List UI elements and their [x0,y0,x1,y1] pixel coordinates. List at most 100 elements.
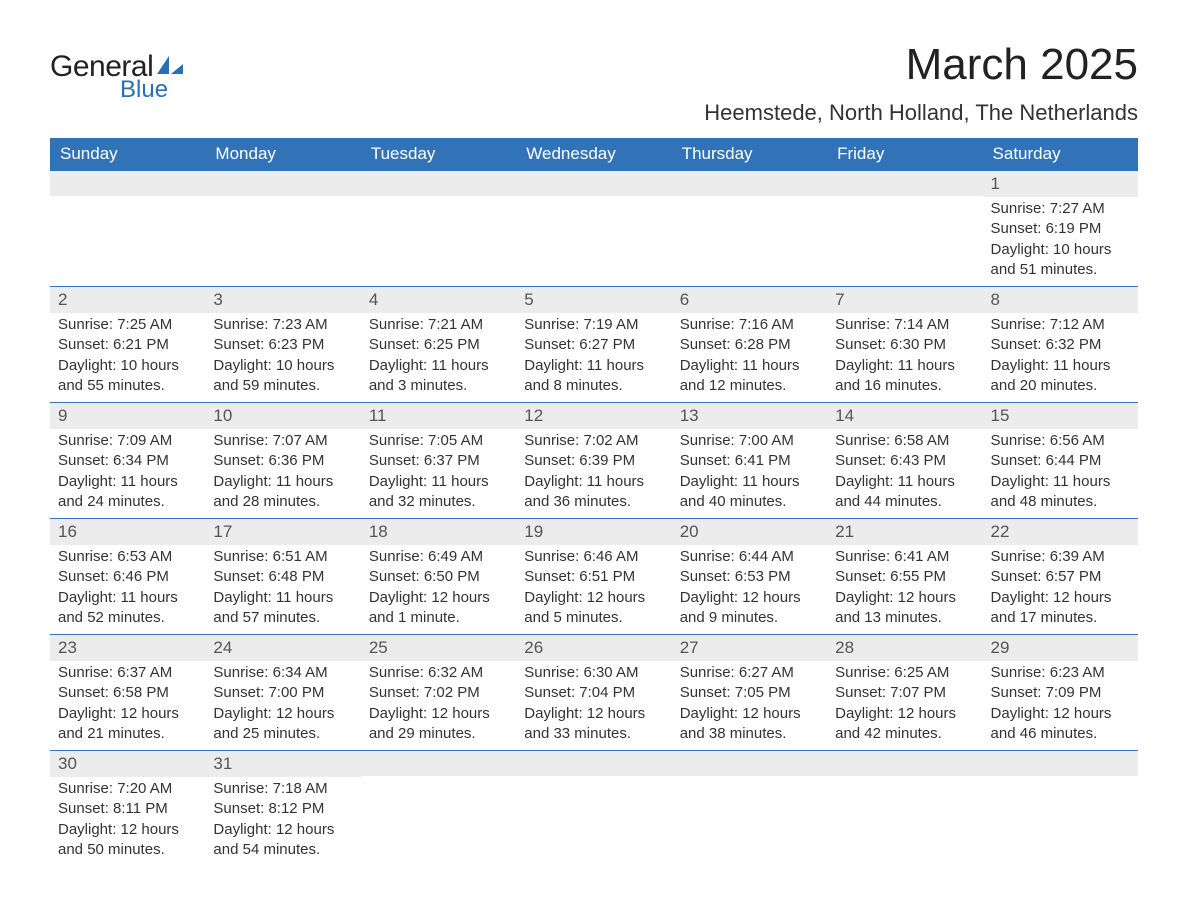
sunset-text: Sunset: 7:00 PM [213,683,352,703]
day-cell [827,170,982,286]
sunset-text: Sunset: 6:23 PM [213,335,352,355]
day-cell: 5Sunrise: 7:19 AMSunset: 6:27 PMDaylight… [516,286,671,402]
day-cell: 23Sunrise: 6:37 AMSunset: 6:58 PMDayligh… [50,634,205,750]
sunrise-text: Sunrise: 6:41 AM [835,547,974,567]
day-body: Sunrise: 7:18 AMSunset: 8:12 PMDaylight:… [205,777,360,866]
day-cell: 24Sunrise: 6:34 AMSunset: 7:00 PMDayligh… [205,634,360,750]
daylight-text: Daylight: 11 hours and 40 minutes. [680,472,819,513]
sunrise-text: Sunrise: 7:00 AM [680,431,819,451]
day-body-empty [516,776,671,796]
day-cell: 9Sunrise: 7:09 AMSunset: 6:34 PMDaylight… [50,402,205,518]
day-cell: 29Sunrise: 6:23 AMSunset: 7:09 PMDayligh… [983,634,1138,750]
sunrise-text: Sunrise: 7:27 AM [991,199,1130,219]
day-body-empty [361,776,516,796]
week-row: 1Sunrise: 7:27 AMSunset: 6:19 PMDaylight… [50,170,1138,286]
sunrise-text: Sunrise: 6:46 AM [524,547,663,567]
day-body: Sunrise: 6:46 AMSunset: 6:51 PMDaylight:… [516,545,671,634]
day-cell [827,750,982,866]
daylight-text: Daylight: 12 hours and 46 minutes. [991,704,1130,745]
sunrise-text: Sunrise: 7:23 AM [213,315,352,335]
sunset-text: Sunset: 6:46 PM [58,567,197,587]
empty-day-bar [827,750,982,776]
empty-day-bar [672,170,827,196]
sunrise-text: Sunrise: 6:51 AM [213,547,352,567]
daylight-text: Daylight: 12 hours and 13 minutes. [835,588,974,629]
daylight-text: Daylight: 10 hours and 51 minutes. [991,240,1130,281]
day-cell: 15Sunrise: 6:56 AMSunset: 6:44 PMDayligh… [983,402,1138,518]
day-body-empty [50,196,205,216]
sunrise-text: Sunrise: 6:32 AM [369,663,508,683]
day-body-empty [361,196,516,216]
day-number: 30 [50,750,205,777]
day-body: Sunrise: 6:53 AMSunset: 6:46 PMDaylight:… [50,545,205,634]
empty-day-bar [205,170,360,196]
day-number: 19 [516,518,671,545]
calendar-table: Sunday Monday Tuesday Wednesday Thursday… [50,138,1138,866]
day-cell: 28Sunrise: 6:25 AMSunset: 7:07 PMDayligh… [827,634,982,750]
sunset-text: Sunset: 6:30 PM [835,335,974,355]
day-cell: 2Sunrise: 7:25 AMSunset: 6:21 PMDaylight… [50,286,205,402]
sunset-text: Sunset: 6:39 PM [524,451,663,471]
sunrise-text: Sunrise: 7:02 AM [524,431,663,451]
day-cell [361,750,516,866]
sunrise-text: Sunrise: 6:39 AM [991,547,1130,567]
sunset-text: Sunset: 6:43 PM [835,451,974,471]
empty-day-bar [50,170,205,196]
day-cell [672,750,827,866]
sunrise-text: Sunrise: 7:19 AM [524,315,663,335]
sunset-text: Sunset: 6:53 PM [680,567,819,587]
sunrise-text: Sunrise: 6:53 AM [58,547,197,567]
sunrise-text: Sunrise: 6:27 AM [680,663,819,683]
day-cell [516,170,671,286]
empty-day-bar [983,750,1138,776]
day-cell: 7Sunrise: 7:14 AMSunset: 6:30 PMDaylight… [827,286,982,402]
day-body: Sunrise: 6:34 AMSunset: 7:00 PMDaylight:… [205,661,360,750]
day-body: Sunrise: 7:05 AMSunset: 6:37 PMDaylight:… [361,429,516,518]
day-number: 9 [50,402,205,429]
day-number: 22 [983,518,1138,545]
sunset-text: Sunset: 7:07 PM [835,683,974,703]
day-number: 3 [205,286,360,313]
dow-friday: Friday [827,138,982,170]
sunrise-text: Sunrise: 7:18 AM [213,779,352,799]
daylight-text: Daylight: 11 hours and 24 minutes. [58,472,197,513]
daylight-text: Daylight: 11 hours and 20 minutes. [991,356,1130,397]
day-number: 16 [50,518,205,545]
sunrise-text: Sunrise: 6:44 AM [680,547,819,567]
sunrise-text: Sunrise: 7:05 AM [369,431,508,451]
day-cell: 22Sunrise: 6:39 AMSunset: 6:57 PMDayligh… [983,518,1138,634]
day-number: 17 [205,518,360,545]
sunrise-text: Sunrise: 7:12 AM [991,315,1130,335]
daylight-text: Daylight: 12 hours and 17 minutes. [991,588,1130,629]
day-body: Sunrise: 7:16 AMSunset: 6:28 PMDaylight:… [672,313,827,402]
day-number: 6 [672,286,827,313]
sunset-text: Sunset: 6:55 PM [835,567,974,587]
week-row: 30Sunrise: 7:20 AMSunset: 8:11 PMDayligh… [50,750,1138,866]
sunrise-text: Sunrise: 6:23 AM [991,663,1130,683]
daylight-text: Daylight: 11 hours and 12 minutes. [680,356,819,397]
sunrise-text: Sunrise: 7:21 AM [369,315,508,335]
sunrise-text: Sunrise: 7:07 AM [213,431,352,451]
day-body: Sunrise: 6:30 AMSunset: 7:04 PMDaylight:… [516,661,671,750]
dow-saturday: Saturday [983,138,1138,170]
day-cell: 11Sunrise: 7:05 AMSunset: 6:37 PMDayligh… [361,402,516,518]
day-cell: 31Sunrise: 7:18 AMSunset: 8:12 PMDayligh… [205,750,360,866]
day-number: 11 [361,402,516,429]
day-body: Sunrise: 6:56 AMSunset: 6:44 PMDaylight:… [983,429,1138,518]
day-number: 25 [361,634,516,661]
day-number: 23 [50,634,205,661]
day-cell: 13Sunrise: 7:00 AMSunset: 6:41 PMDayligh… [672,402,827,518]
daylight-text: Daylight: 12 hours and 33 minutes. [524,704,663,745]
day-number: 7 [827,286,982,313]
sunset-text: Sunset: 7:04 PM [524,683,663,703]
sunset-text: Sunset: 6:37 PM [369,451,508,471]
sunset-text: Sunset: 6:34 PM [58,451,197,471]
day-number: 1 [983,170,1138,197]
day-body: Sunrise: 6:23 AMSunset: 7:09 PMDaylight:… [983,661,1138,750]
day-cell: 3Sunrise: 7:23 AMSunset: 6:23 PMDaylight… [205,286,360,402]
sunrise-text: Sunrise: 6:25 AM [835,663,974,683]
day-cell: 16Sunrise: 6:53 AMSunset: 6:46 PMDayligh… [50,518,205,634]
sunset-text: Sunset: 6:28 PM [680,335,819,355]
day-number: 27 [672,634,827,661]
day-number: 14 [827,402,982,429]
